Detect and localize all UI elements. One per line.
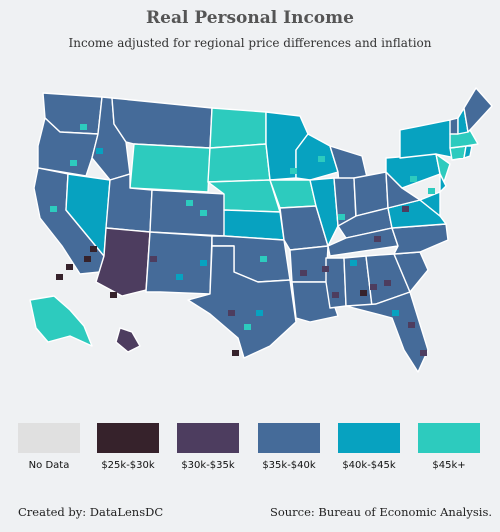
state-delaware [439, 173, 447, 193]
county-cell [256, 310, 263, 316]
state-hawaii [115, 327, 141, 353]
legend-label-no-data: No Data [28, 460, 70, 471]
legend-swatch-35k-40k [258, 423, 320, 453]
county-cell [70, 160, 77, 166]
county-cell [322, 266, 329, 272]
legend-label-35k-40k: $35k-$40k [262, 460, 316, 471]
county-cell [318, 156, 325, 162]
state-maine [463, 87, 493, 133]
county-cell [384, 280, 391, 286]
state-mississippi [325, 257, 347, 309]
state-north-carolina [391, 223, 449, 255]
county-cell [228, 310, 235, 316]
county-cell [56, 274, 63, 280]
state-alaska [29, 295, 93, 347]
county-cell [84, 256, 91, 262]
county-cell [150, 256, 157, 262]
county-cell [118, 246, 125, 252]
map-subtitle: Income adjusted for regional price diffe… [68, 36, 432, 50]
credit-author: Created by: DataLensDC [18, 505, 164, 519]
state-louisiana [291, 281, 339, 323]
legend-swatch-30k-35k [177, 423, 239, 453]
us-choropleth-map [29, 87, 493, 373]
state-arkansas [289, 245, 329, 283]
county-cell [402, 206, 409, 212]
legend-label-30k-35k: $30k-$35k [181, 460, 235, 471]
county-cell [200, 210, 207, 216]
county-cell [392, 310, 399, 316]
state-wisconsin [295, 133, 339, 181]
state-colorado [149, 189, 227, 237]
county-cell [300, 270, 307, 276]
legend-label-40k-45k: $40k-$45k [342, 460, 396, 471]
state-texas [187, 245, 297, 359]
state-rhode-island [463, 145, 473, 159]
state-oregon [37, 117, 99, 177]
state-north-dakota [209, 107, 267, 149]
county-cell [456, 152, 463, 158]
county-cell [410, 176, 417, 182]
county-cell [186, 200, 193, 206]
state-vermont [449, 117, 459, 135]
legend-swatch-45k-plus [418, 423, 480, 453]
county-cell [110, 292, 117, 298]
county-cell [350, 260, 357, 266]
credit-source: Source: Bureau of Economic Analysis. [269, 505, 492, 519]
state-wyoming [129, 143, 211, 193]
county-cell [332, 292, 339, 298]
county-cell [200, 260, 207, 266]
county-cell [80, 124, 87, 130]
county-cell [360, 290, 367, 296]
county-cell [120, 282, 127, 288]
legend-swatch-40k-45k [338, 423, 400, 453]
county-cell [90, 246, 97, 252]
state-maryland [419, 191, 441, 217]
legend-label-45k-plus: $45k+ [432, 460, 466, 471]
county-cell [232, 350, 239, 356]
state-new-mexico [145, 231, 213, 295]
state-florida [345, 291, 429, 373]
county-cell [420, 350, 427, 356]
state-kansas [223, 209, 285, 241]
legend-swatch-25k-30k [97, 423, 159, 453]
state-montana [111, 97, 213, 149]
county-cell [374, 236, 381, 242]
county-cell [428, 188, 435, 194]
county-cell [260, 256, 267, 262]
county-cell [176, 274, 183, 280]
county-cell [244, 324, 251, 330]
legend-label-25k-30k: $25k-$30k [101, 460, 155, 471]
county-cell [290, 168, 297, 174]
county-cell [370, 284, 377, 290]
state-south-dakota [207, 143, 271, 183]
county-cell [96, 148, 103, 154]
legend-swatch-no-data [18, 423, 80, 453]
county-cell [408, 322, 415, 328]
county-cell [338, 214, 345, 220]
county-cell [66, 264, 73, 270]
state-new-york [399, 119, 457, 159]
county-cell [440, 164, 447, 170]
county-cell [50, 206, 57, 212]
state-illinois [309, 177, 339, 247]
map-title: Real Personal Income [146, 8, 354, 28]
